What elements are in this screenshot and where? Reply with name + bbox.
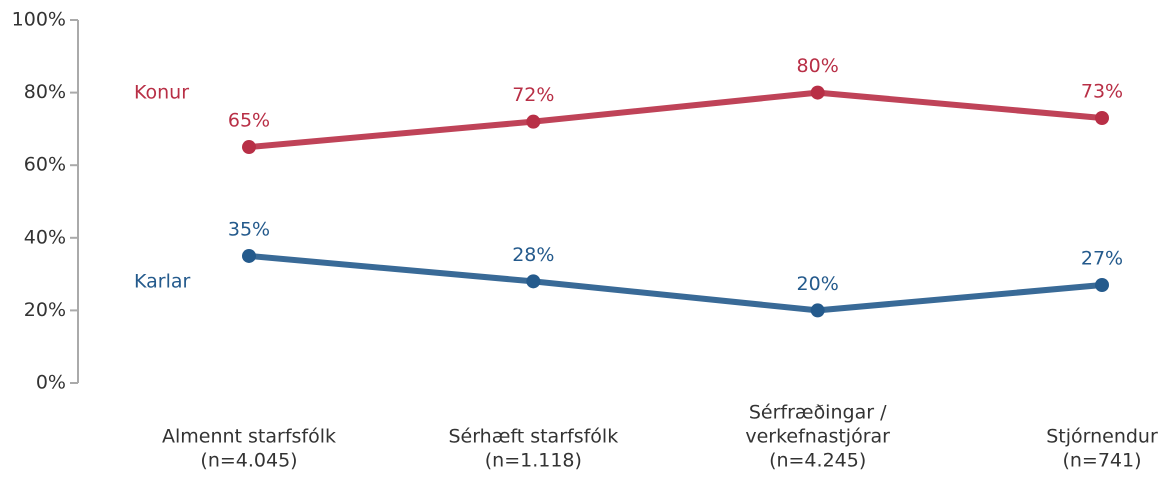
x-tick-label: Stjórnendur: [1046, 426, 1158, 448]
point: [810, 303, 825, 318]
x-tick-label: Sérfræðingar /: [749, 402, 887, 424]
point: [810, 85, 825, 100]
data-label: 28%: [512, 244, 554, 266]
y-tick-label: 40%: [24, 226, 66, 248]
data-label: 35%: [228, 218, 270, 240]
point: [242, 140, 256, 155]
x-tick-label: (n=4.245): [769, 450, 866, 472]
y-tick-label: 60%: [24, 154, 66, 176]
data-label: 27%: [1081, 247, 1123, 269]
x-tick-label: Sérhæft starfsfólk: [448, 426, 618, 448]
series-line: [248, 89, 1103, 151]
point: [1095, 111, 1109, 126]
data-label: 72%: [512, 84, 554, 106]
data-label: 65%: [228, 110, 270, 132]
point: [1095, 277, 1109, 292]
data-label: 73%: [1081, 81, 1123, 103]
x-tick-label: verkefnastjórar: [745, 426, 890, 448]
x-tick-label: (n=1.118): [485, 450, 582, 472]
data-label: 80%: [797, 55, 839, 77]
point: [526, 114, 541, 129]
x-tick-label: (n=741): [1062, 450, 1141, 472]
x-tick-label: (n=4.045): [200, 450, 297, 472]
point: [526, 274, 541, 289]
y-tick-label: 100%: [12, 9, 66, 31]
y-tick-label: 80%: [24, 81, 66, 103]
data-label: 20%: [797, 273, 839, 295]
series-line: [248, 252, 1103, 314]
legend-label: Karlar: [134, 271, 191, 293]
x-tick-label: Almennt starfsfólk: [162, 426, 336, 448]
legend-label: Konur: [134, 82, 189, 104]
y-tick-label: 0%: [36, 372, 66, 394]
point: [242, 248, 256, 263]
y-tick-label: 20%: [24, 299, 66, 321]
